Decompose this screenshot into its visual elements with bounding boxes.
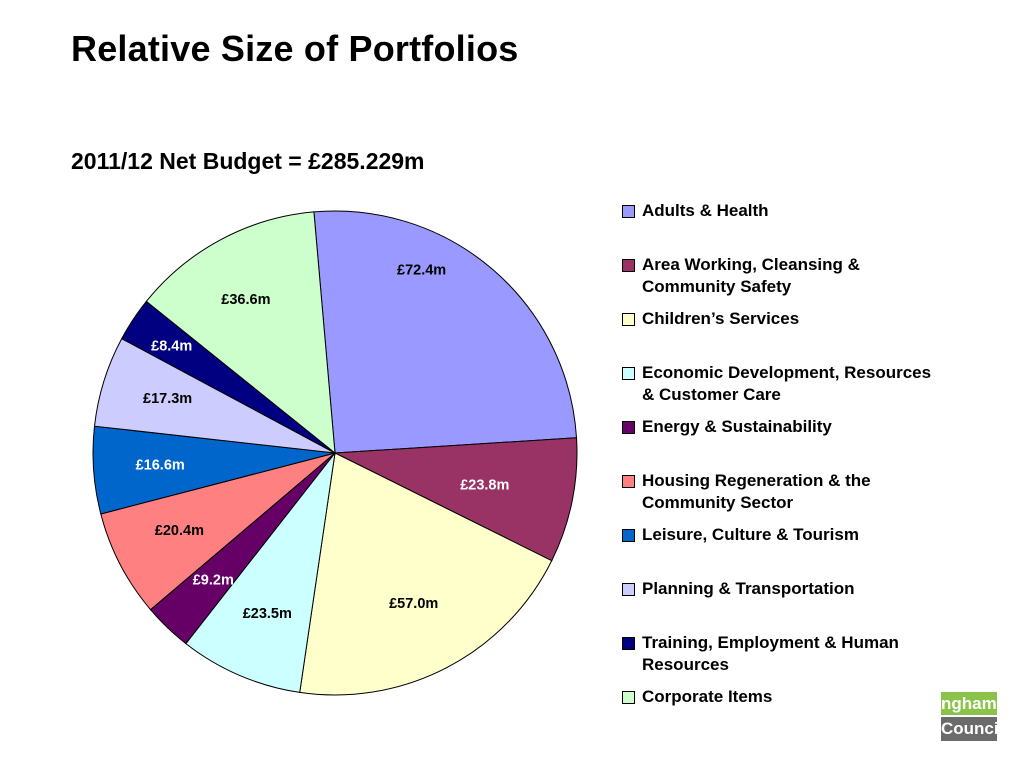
legend-item: Adults & Health bbox=[622, 200, 942, 222]
legend-swatch bbox=[622, 421, 635, 434]
legend-swatch bbox=[622, 367, 635, 380]
pie-slice-2 bbox=[333, 437, 578, 562]
legend-swatch bbox=[622, 691, 635, 704]
legend-label: Housing Regeneration & the Community Sec… bbox=[642, 471, 871, 512]
legend-label: Economic Development, Resources & Custom… bbox=[642, 363, 932, 404]
pie-slice-3 bbox=[299, 452, 553, 696]
slice-value-label: £16.6m bbox=[136, 457, 185, 473]
slice-value-label: £20.4m bbox=[155, 523, 204, 539]
legend-label: Planning & Transportation bbox=[642, 579, 855, 598]
legend-label: Energy & Sustainability bbox=[642, 417, 832, 436]
slice-value-label: £9.2m bbox=[193, 573, 234, 589]
slice-value-label: £23.8m bbox=[460, 477, 509, 493]
logo-line-1: ngham bbox=[941, 692, 997, 715]
legend-swatch bbox=[622, 313, 635, 326]
legend-item: Leisure, Culture & Tourism bbox=[622, 524, 942, 546]
legend-item: Planning & Transportation bbox=[622, 578, 942, 600]
pie-slice-6 bbox=[100, 452, 336, 611]
slice-value-label: £57.0m bbox=[389, 596, 438, 612]
slice-value-label: £72.4m bbox=[397, 263, 446, 279]
legend-swatch bbox=[622, 583, 635, 596]
legend-label: Area Working, Cleansing & Community Safe… bbox=[642, 255, 860, 296]
legend-swatch bbox=[622, 637, 635, 650]
pie-slice-10 bbox=[145, 211, 336, 455]
legend-item: Area Working, Cleansing & Community Safe… bbox=[622, 254, 942, 298]
legend-label: Children’s Services bbox=[642, 309, 800, 328]
legend-item: Corporate Items bbox=[622, 686, 942, 708]
legend-label: Training, Employment & Human Resources bbox=[642, 633, 899, 674]
legend-item: Energy & Sustainability bbox=[622, 416, 942, 438]
legend-label: Corporate Items bbox=[642, 687, 773, 706]
legend-swatch bbox=[622, 259, 635, 272]
pie-slice-1 bbox=[313, 210, 578, 454]
slice-value-label: £23.5m bbox=[243, 606, 292, 622]
page-title: Relative Size of Portfolios bbox=[71, 28, 519, 69]
logo-line-2: Council bbox=[941, 717, 997, 741]
legend-swatch bbox=[622, 205, 635, 218]
slice-value-label: £36.6m bbox=[221, 292, 270, 308]
legend-item: Housing Regeneration & the Community Sec… bbox=[622, 470, 942, 514]
legend-swatch bbox=[622, 529, 635, 542]
slice-value-label: £17.3m bbox=[143, 391, 192, 407]
slice-value-label: £8.4m bbox=[151, 339, 192, 355]
chart-subtitle: 2011/12 Net Budget = £285.229m bbox=[71, 148, 425, 174]
legend-item: Training, Employment & Human Resources bbox=[622, 632, 942, 676]
legend-label: Adults & Health bbox=[642, 201, 769, 220]
legend-item: Economic Development, Resources & Custom… bbox=[622, 362, 942, 406]
legend-swatch bbox=[622, 475, 635, 488]
council-logo: ngham Council bbox=[941, 692, 997, 742]
pie-slice-4 bbox=[185, 451, 336, 693]
legend-item: Children’s Services bbox=[622, 308, 942, 330]
legend-label: Leisure, Culture & Tourism bbox=[642, 525, 859, 544]
